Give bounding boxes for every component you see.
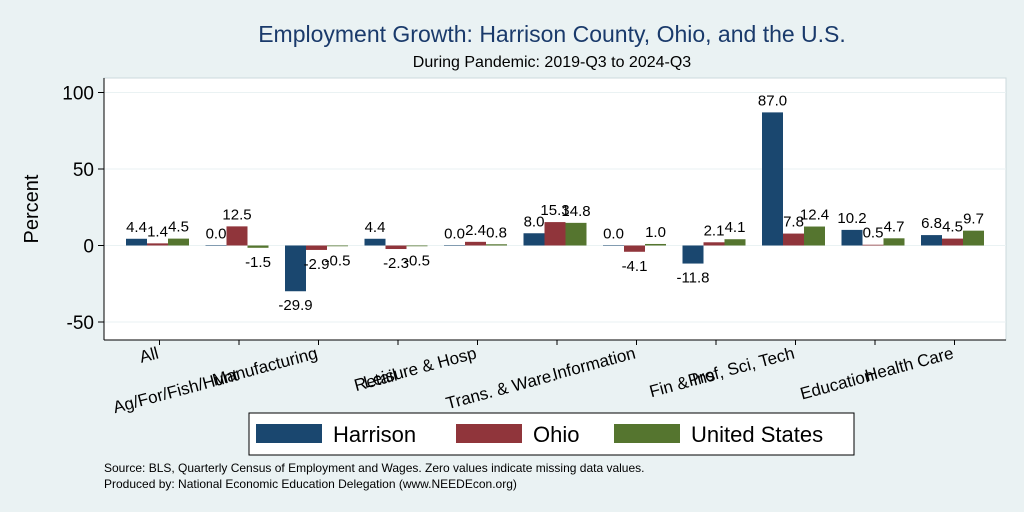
data-label-ohio: 2.1 bbox=[704, 222, 725, 239]
y-axis-label: Percent bbox=[21, 174, 43, 243]
data-label-harrison: 0.0 bbox=[444, 226, 465, 243]
data-label-us: 14.8 bbox=[561, 203, 590, 220]
data-label-us: -0.5 bbox=[325, 252, 351, 269]
y-tick-label: 100 bbox=[62, 84, 94, 105]
data-label-harrison: 87.0 bbox=[758, 92, 787, 109]
footer-produced: Produced by: National Economic Education… bbox=[104, 477, 517, 491]
x-tick-label: Manufacturing bbox=[211, 344, 320, 390]
data-label-us: 4.1 bbox=[725, 219, 746, 236]
data-label-ohio: 1.4 bbox=[147, 223, 168, 240]
bar-harrison bbox=[444, 245, 465, 246]
bar-harrison bbox=[205, 245, 227, 246]
chart-subtitle: During Pandemic: 2019-Q3 to 2024-Q3 bbox=[413, 54, 691, 71]
data-label-ohio: 4.5 bbox=[942, 219, 963, 236]
bar-us bbox=[406, 245, 428, 247]
bar-harrison bbox=[603, 245, 624, 246]
legend: Harrison Ohio United States bbox=[248, 412, 855, 456]
data-label-us: -0.5 bbox=[404, 252, 430, 269]
legend-swatch-harrison bbox=[256, 424, 322, 443]
bar-us bbox=[168, 238, 189, 246]
x-tick-label: Prof, Sci, Tech bbox=[686, 344, 796, 391]
x-tick-label: Information bbox=[550, 344, 637, 384]
bar-harrison bbox=[921, 235, 942, 246]
plot-area bbox=[103, 77, 1007, 341]
bar-us bbox=[724, 239, 746, 246]
data-label-us: 0.8 bbox=[486, 224, 507, 241]
data-label-us: 1.0 bbox=[645, 224, 666, 241]
legend-label-us: United States bbox=[691, 422, 823, 447]
data-label-ohio: 12.5 bbox=[222, 206, 251, 223]
x-tick-label: All bbox=[137, 344, 160, 367]
bar-ohio bbox=[226, 226, 248, 246]
legend-label-ohio: Ohio bbox=[533, 422, 579, 447]
y-tick-label: 0 bbox=[83, 237, 94, 258]
bar-harrison bbox=[841, 229, 863, 246]
data-label-harrison: 0.0 bbox=[206, 226, 227, 243]
bar-ohio bbox=[783, 233, 804, 246]
bar-ohio bbox=[147, 243, 168, 246]
bar-harrison bbox=[523, 233, 545, 246]
x-tick-label: Health Care bbox=[863, 344, 956, 386]
bar-ohio bbox=[703, 242, 725, 246]
bar-us bbox=[327, 245, 348, 247]
legend-box bbox=[248, 412, 855, 456]
footer-source: Source: BLS, Quarterly Census of Employm… bbox=[104, 461, 644, 475]
data-label-ohio: 2.4 bbox=[465, 222, 486, 239]
bar-us bbox=[486, 244, 507, 246]
data-label-us: 9.7 bbox=[963, 211, 984, 228]
data-label-harrison: 8.0 bbox=[524, 213, 545, 230]
bar-ohio bbox=[862, 244, 884, 246]
bar-us bbox=[804, 226, 825, 246]
data-label-us: 4.5 bbox=[168, 219, 189, 236]
bar-ohio bbox=[942, 238, 963, 246]
bar-harrison bbox=[126, 238, 147, 246]
legend-label-harrison: Harrison bbox=[333, 422, 416, 447]
bar-ohio bbox=[624, 245, 645, 252]
data-label-harrison: 4.4 bbox=[365, 219, 386, 236]
bar-us bbox=[963, 230, 984, 246]
y-tick-label: -50 bbox=[67, 313, 94, 334]
bar-harrison bbox=[285, 245, 306, 292]
data-label-harrison: 6.8 bbox=[921, 215, 942, 232]
bar-harrison bbox=[762, 112, 783, 246]
data-label-us: -1.5 bbox=[245, 254, 271, 271]
data-label-harrison: -11.8 bbox=[676, 270, 709, 287]
x-tick-label: Leisure & Hosp bbox=[361, 344, 478, 392]
data-label-ohio: -4.1 bbox=[622, 258, 648, 275]
data-label-ohio: 0.5 bbox=[863, 225, 884, 242]
bar-ohio bbox=[385, 245, 407, 250]
bar-us bbox=[565, 222, 587, 246]
legend-swatch-ohio bbox=[456, 424, 522, 443]
data-label-ohio: 7.8 bbox=[783, 214, 804, 231]
data-label-harrison: 4.4 bbox=[126, 219, 147, 236]
data-label-harrison: 10.2 bbox=[837, 210, 866, 227]
y-tick-label: 50 bbox=[73, 160, 94, 181]
bar-harrison bbox=[682, 245, 704, 264]
x-tick-label: Trans. & Ware. bbox=[444, 366, 558, 414]
bar-ohio bbox=[465, 241, 486, 246]
data-label-us: 12.4 bbox=[800, 207, 829, 224]
data-label-harrison: 0.0 bbox=[603, 226, 624, 243]
data-label-us: 4.7 bbox=[884, 218, 905, 235]
legend-swatch-us bbox=[614, 424, 680, 443]
bar-ohio bbox=[306, 245, 327, 250]
chart-title: Employment Growth: Harrison County, Ohio… bbox=[258, 21, 846, 47]
bar-us bbox=[645, 243, 666, 246]
bar-us bbox=[247, 245, 269, 248]
data-label-ohio: -2.9 bbox=[304, 256, 330, 273]
bar-us bbox=[883, 238, 905, 246]
bar-harrison bbox=[364, 238, 386, 246]
data-label-harrison: -29.9 bbox=[278, 297, 312, 314]
bar-ohio bbox=[544, 222, 566, 246]
data-label-ohio: 15.3 bbox=[540, 202, 569, 219]
data-label-ohio: -2.3 bbox=[383, 255, 409, 272]
